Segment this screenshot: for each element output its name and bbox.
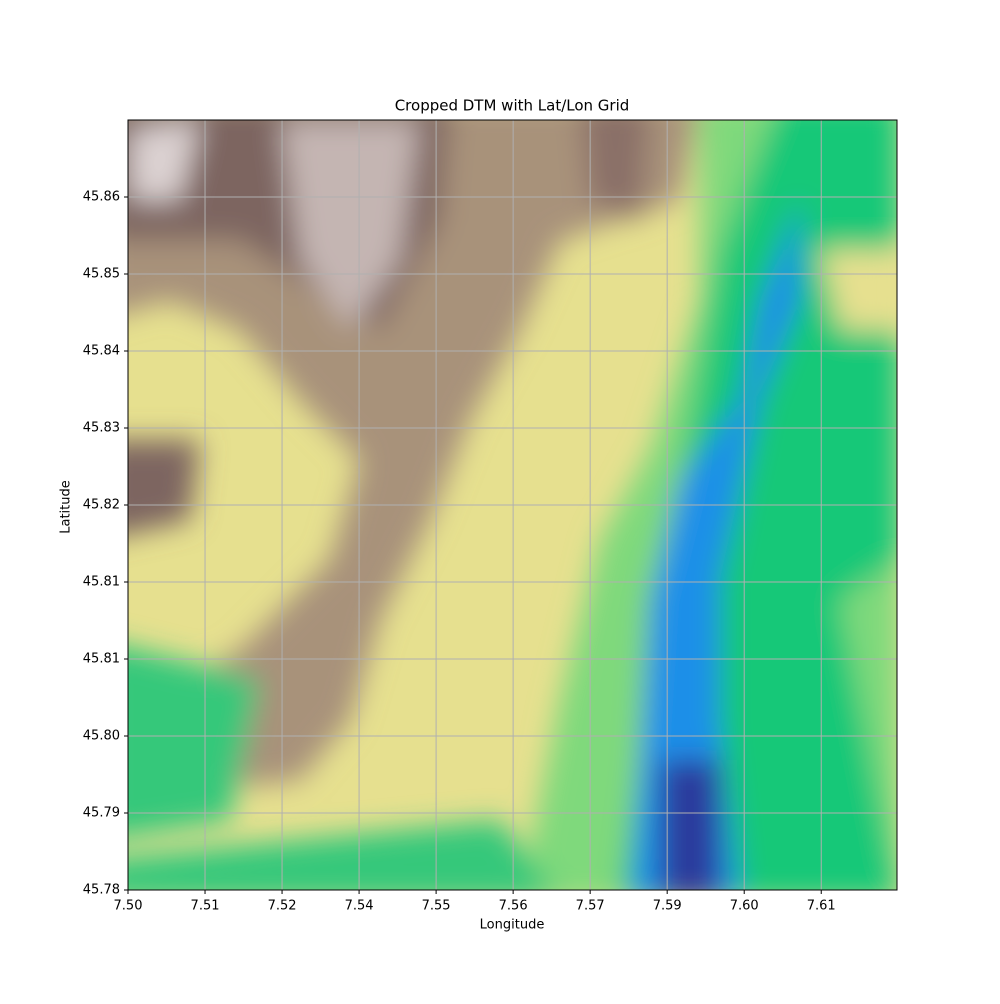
y-tick-label: 45.85: [83, 267, 120, 282]
y-tick-label: 45.84: [83, 344, 120, 359]
y-tick-label: 45.83: [83, 421, 120, 436]
y-axis-label: Latitude: [59, 480, 74, 534]
x-tick-label: 7.59: [653, 899, 682, 914]
y-tick-label: 45.82: [83, 498, 120, 513]
x-tick-label: 7.56: [499, 899, 528, 914]
axes: 7.50 7.51 7.52 7.54 7.55 7.56 7.57 7.59 7.60 7.61…: [83, 120, 897, 914]
y-tick-label: 45.78: [83, 883, 120, 898]
y-tick-label: 45.86: [83, 190, 120, 205]
y-tick-label: 45.81: [83, 652, 120, 667]
x-tick-label: 7.50: [114, 899, 143, 914]
y-tick-label: 45.80: [83, 729, 120, 744]
x-tick-label: 7.55: [422, 899, 451, 914]
chart-title: Cropped DTM with Lat/Lon Grid: [395, 97, 630, 115]
x-tick-label: 7.60: [730, 899, 759, 914]
x-tick-label: 7.57: [576, 899, 605, 914]
x-tick-label: 7.54: [345, 899, 374, 914]
y-tick-label: 45.79: [83, 806, 120, 821]
x-tick-label: 7.52: [268, 899, 297, 914]
plot-frame: [127, 119, 898, 891]
terrain-image: [128, 120, 897, 890]
x-axis-label: Longitude: [480, 918, 545, 933]
y-tick-label: 45.81: [83, 575, 120, 590]
x-tick-label: 7.61: [807, 899, 836, 914]
x-tick-label: 7.51: [191, 899, 220, 914]
